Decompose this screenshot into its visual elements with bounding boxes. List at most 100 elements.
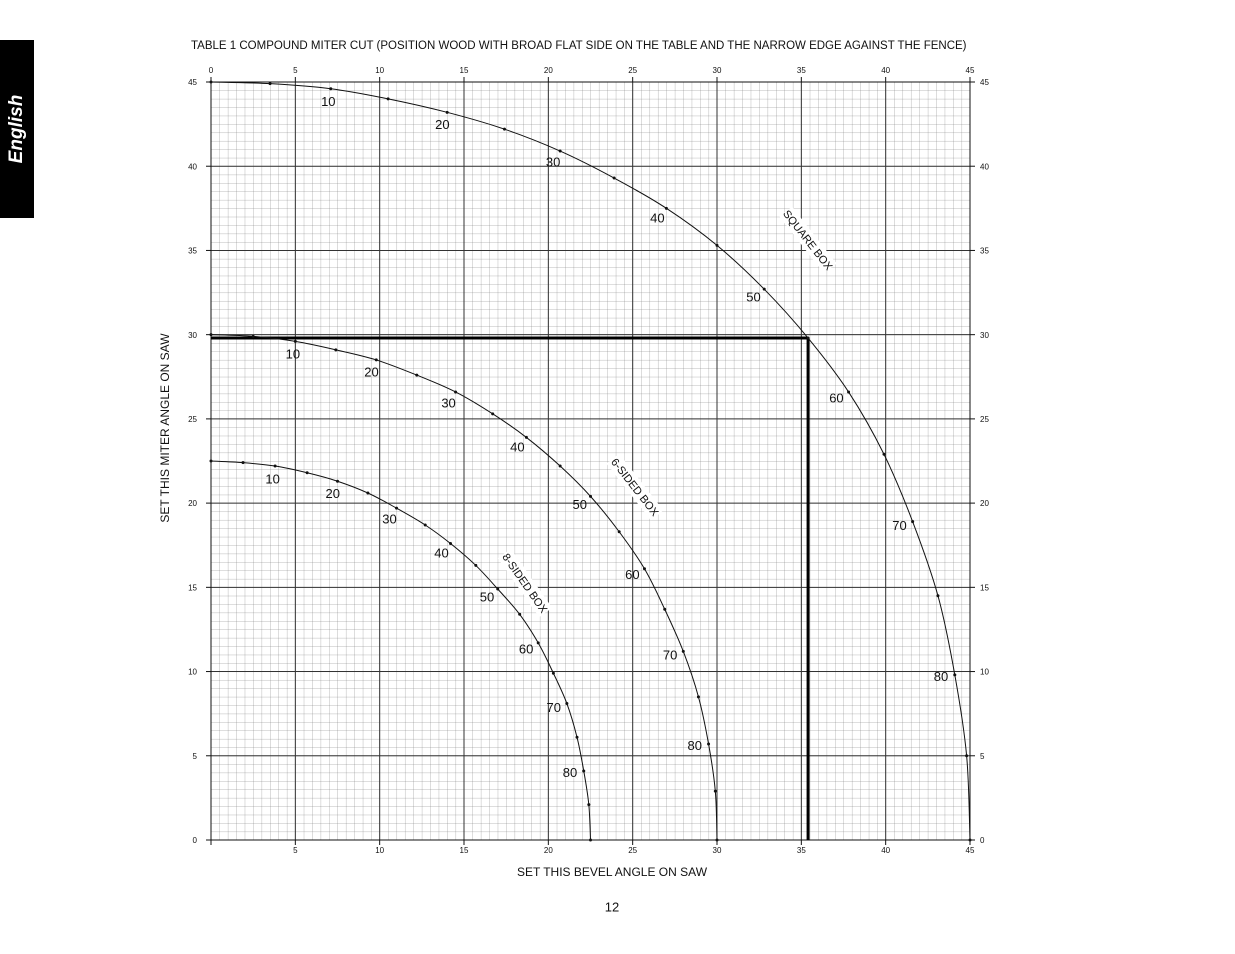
page-number: 12 bbox=[605, 899, 619, 914]
curve-point bbox=[551, 671, 555, 675]
curve-point bbox=[386, 97, 390, 101]
curve-point bbox=[536, 641, 540, 645]
y-tick-label: 25 bbox=[188, 415, 197, 424]
curve-point bbox=[268, 82, 272, 86]
curve-point bbox=[575, 735, 579, 739]
y-tick-label: 15 bbox=[188, 583, 197, 592]
x-tick-label-top: 20 bbox=[544, 66, 553, 75]
y-tick-label-right: 15 bbox=[980, 583, 989, 592]
x-tick-label: 5 bbox=[293, 846, 298, 855]
curve-point bbox=[713, 789, 717, 793]
y-tick-label: 40 bbox=[188, 162, 197, 171]
curve bbox=[210, 81, 971, 841]
angle-label: 10 bbox=[321, 94, 335, 109]
curve-point bbox=[415, 373, 419, 377]
curve-point bbox=[558, 464, 562, 468]
language-tab: English bbox=[0, 40, 34, 218]
y-tick-label-right: 5 bbox=[980, 752, 985, 761]
angle-label: 80 bbox=[563, 765, 577, 780]
y-tick-label: 20 bbox=[188, 499, 197, 508]
curve-point bbox=[558, 149, 562, 153]
x-tick-label-top: 30 bbox=[713, 66, 722, 75]
curve-point bbox=[334, 348, 338, 352]
angle-label: 50 bbox=[480, 589, 494, 604]
y-tick-label: 5 bbox=[193, 752, 198, 761]
curve-point bbox=[366, 491, 370, 495]
angle-label: 20 bbox=[325, 486, 339, 501]
angle-label: 80 bbox=[934, 669, 948, 684]
angle-label: 50 bbox=[746, 290, 760, 305]
y-tick-label-right: 45 bbox=[980, 78, 989, 87]
curve-point bbox=[293, 339, 297, 343]
y-tick-label-right: 25 bbox=[980, 415, 989, 424]
angle-label: 80 bbox=[688, 738, 702, 753]
curve-point bbox=[968, 838, 972, 842]
curve-point bbox=[612, 176, 616, 180]
angle-label: 30 bbox=[382, 512, 396, 527]
curve-point bbox=[491, 412, 495, 416]
curve-point bbox=[663, 607, 667, 611]
curve-point bbox=[374, 358, 378, 362]
curve-point bbox=[911, 520, 915, 524]
curve-point bbox=[209, 80, 213, 84]
angle-label: 60 bbox=[625, 567, 639, 582]
x-tick-label: 40 bbox=[881, 846, 890, 855]
y-tick-label: 35 bbox=[188, 247, 197, 256]
y-tick-label-right: 30 bbox=[980, 331, 989, 340]
y-tick-label: 45 bbox=[188, 78, 197, 87]
angle-label: 70 bbox=[546, 700, 560, 715]
chart-title: TABLE 1 COMPOUND MITER CUT (POSITION WOO… bbox=[191, 40, 967, 52]
angle-label: 40 bbox=[434, 546, 448, 561]
angle-label: 70 bbox=[663, 648, 677, 663]
curve-point bbox=[847, 390, 851, 394]
angle-label: 10 bbox=[286, 347, 300, 362]
x-tick-label: 45 bbox=[966, 846, 975, 855]
curve-point bbox=[582, 769, 586, 773]
curve-point bbox=[209, 459, 213, 463]
x-axis-label: SET THIS BEVEL ANGLE ON SAW bbox=[517, 865, 708, 879]
angle-label: 20 bbox=[435, 117, 449, 132]
x-tick-label-top: 35 bbox=[797, 66, 806, 75]
curve-name-bg bbox=[779, 206, 837, 274]
x-tick-label-top: 15 bbox=[460, 66, 469, 75]
curve-point bbox=[395, 506, 399, 510]
curve-point bbox=[617, 530, 621, 534]
curve-point bbox=[423, 523, 427, 527]
curve-point bbox=[251, 334, 255, 338]
x-tick-label: 10 bbox=[375, 846, 384, 855]
curve-point bbox=[664, 206, 668, 210]
angle-label: 50 bbox=[573, 497, 587, 512]
y-tick-label-right: 40 bbox=[980, 162, 989, 171]
curve-point bbox=[524, 435, 528, 439]
curve-point bbox=[241, 461, 245, 465]
curve-point bbox=[445, 110, 449, 114]
curve-point bbox=[707, 742, 711, 746]
curve-point bbox=[681, 649, 685, 653]
curve-point bbox=[209, 333, 213, 337]
angle-label: 30 bbox=[441, 395, 455, 410]
angle-label: 70 bbox=[892, 518, 906, 533]
curve-point bbox=[587, 803, 591, 807]
curve-point bbox=[965, 754, 969, 758]
curve-point bbox=[882, 452, 886, 456]
curve-name-bg bbox=[497, 548, 553, 618]
x-tick-label: 20 bbox=[544, 846, 553, 855]
x-tick-label: 25 bbox=[628, 846, 637, 855]
curve-point bbox=[518, 612, 522, 616]
curve-point bbox=[329, 87, 333, 91]
y-tick-label-right: 10 bbox=[980, 668, 989, 677]
x-tick-label-top: 5 bbox=[293, 66, 298, 75]
angle-label: 60 bbox=[519, 641, 533, 656]
y-tick-label: 30 bbox=[188, 331, 197, 340]
angle-label: 10 bbox=[265, 471, 279, 486]
curve-point bbox=[762, 287, 766, 291]
y-tick-label-right: 20 bbox=[980, 499, 989, 508]
curve-point bbox=[454, 390, 458, 394]
x-tick-label-top: 0 bbox=[209, 66, 214, 75]
curve-point bbox=[474, 563, 478, 567]
curve-name-bg bbox=[606, 453, 664, 521]
x-tick-label: 15 bbox=[460, 846, 469, 855]
y-tick-label-right: 0 bbox=[980, 836, 985, 845]
